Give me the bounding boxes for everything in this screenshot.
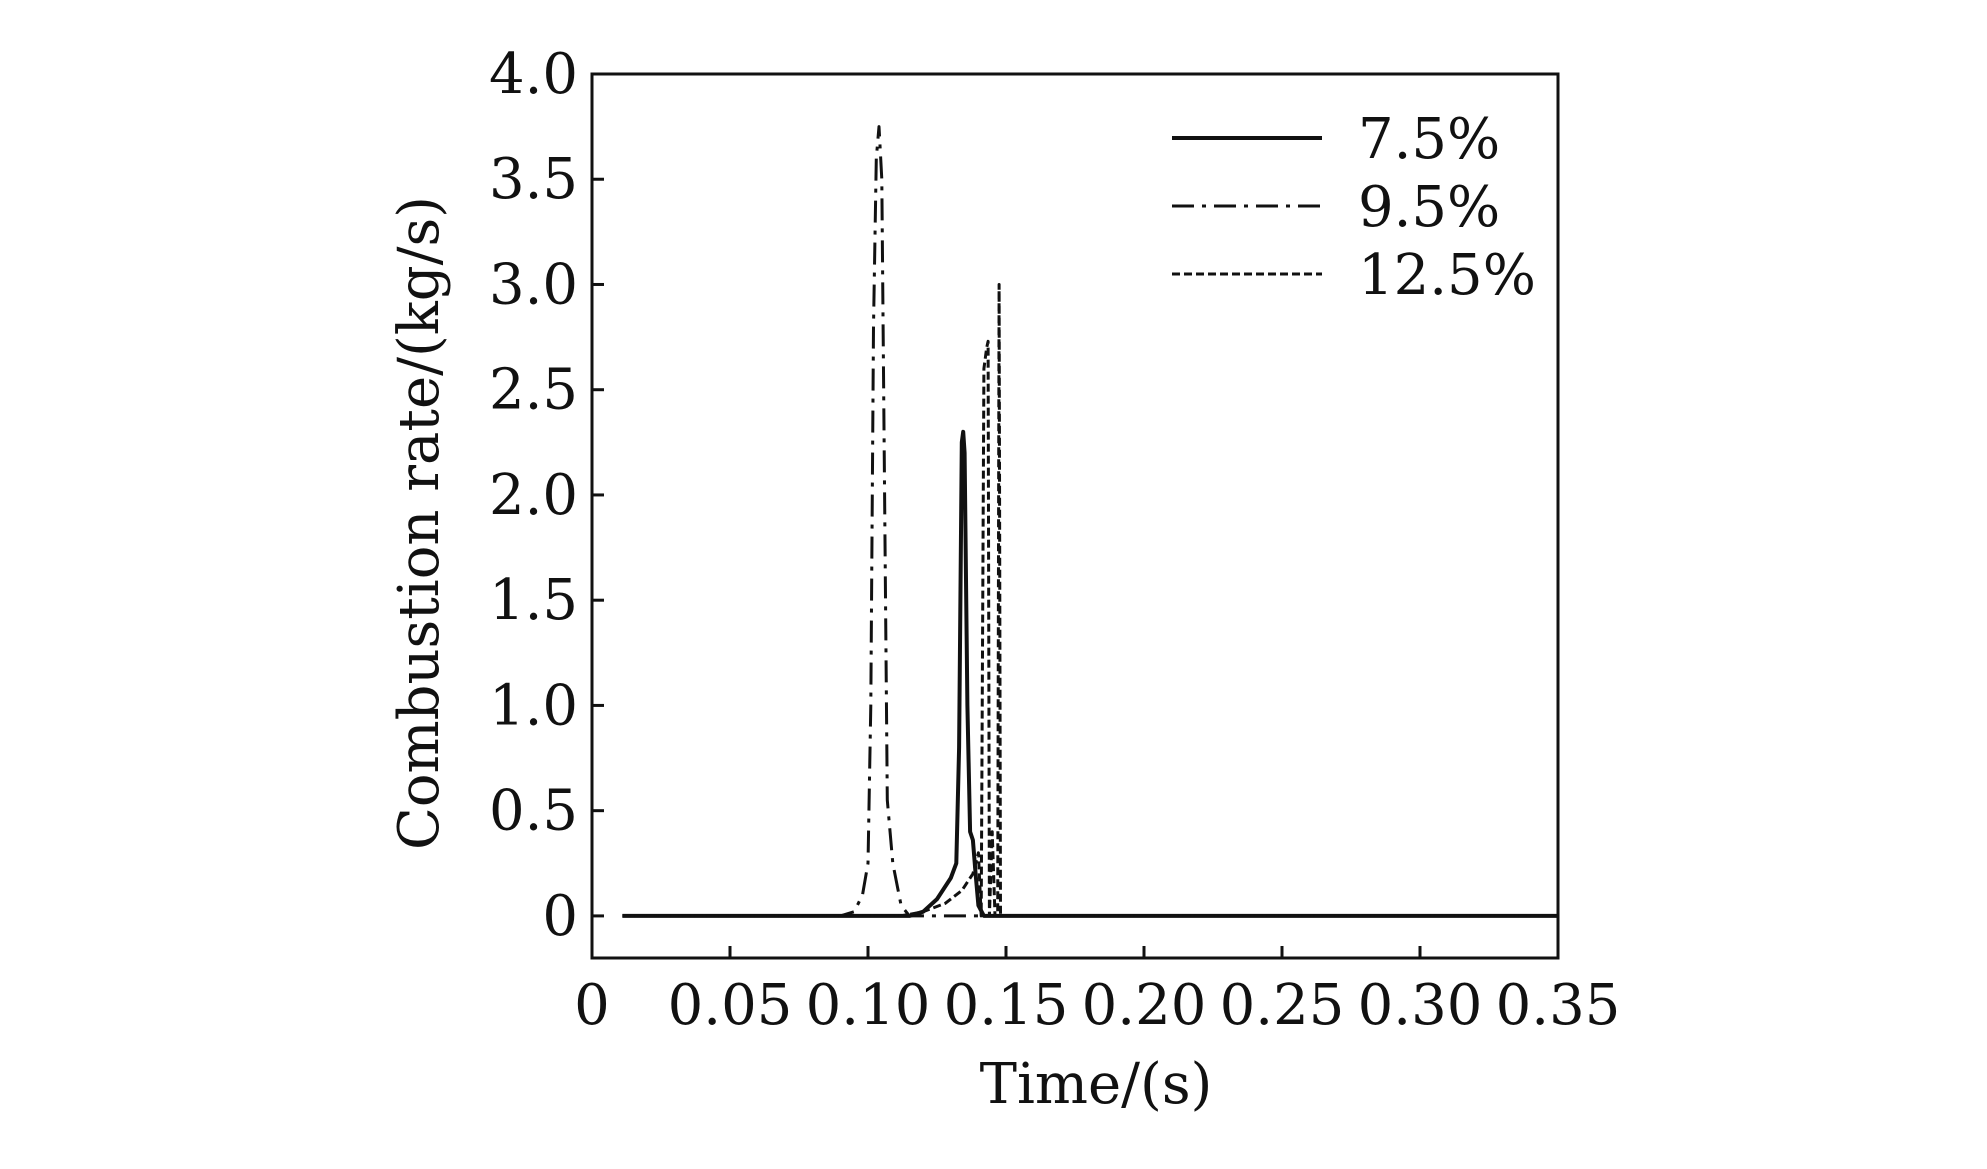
y-axis-ticks: 0 0.5 1.0 1.5 2.0 2.5 3.0 3.5 4.0 — [489, 42, 604, 949]
y-tick-label: 3.0 — [489, 252, 578, 317]
x-tick-label: 0.30 — [1358, 973, 1483, 1038]
x-axis-ticks: 0 0.05 0.10 0.15 0.20 0.25 0.30 0.35 — [574, 946, 1620, 1038]
y-tick-label: 1.5 — [489, 568, 578, 633]
x-axis-title: Time/(s) — [980, 1052, 1213, 1117]
x-tick-label: 0.05 — [668, 973, 793, 1038]
y-tick-label: 3.5 — [489, 147, 578, 212]
series-lines — [622, 125, 1558, 918]
legend-label: 9.5% — [1358, 175, 1500, 240]
x-tick-label: 0.10 — [806, 973, 931, 1038]
plot-area — [590, 72, 1560, 960]
legend-label: 7.5% — [1358, 107, 1500, 172]
y-tick-label: 4.0 — [489, 42, 578, 107]
series-line-9-5- — [622, 125, 1558, 918]
y-tick-label: 0 — [542, 884, 578, 949]
y-tick-label: 2.5 — [489, 358, 578, 423]
x-tick-label: 0 — [574, 973, 610, 1038]
y-axis-title: Combustion rate/(kg/s) — [387, 196, 452, 850]
y-tick-label: 0.5 — [489, 779, 578, 844]
series-line-7-5- — [622, 429, 1558, 918]
legend: 7.5%9.5%12.5% — [1172, 107, 1536, 308]
y-tick-label: 1.0 — [489, 673, 578, 738]
y-tick-label: 2.0 — [489, 463, 578, 528]
x-tick-label: 0.35 — [1496, 973, 1621, 1038]
series-line-12-5- — [622, 283, 1558, 918]
plot-frame — [590, 72, 1560, 960]
legend-label: 12.5% — [1358, 243, 1536, 308]
x-tick-label: 0.20 — [1082, 973, 1207, 1038]
x-tick-label: 0.25 — [1220, 973, 1345, 1038]
x-tick-label: 0.15 — [944, 973, 1069, 1038]
